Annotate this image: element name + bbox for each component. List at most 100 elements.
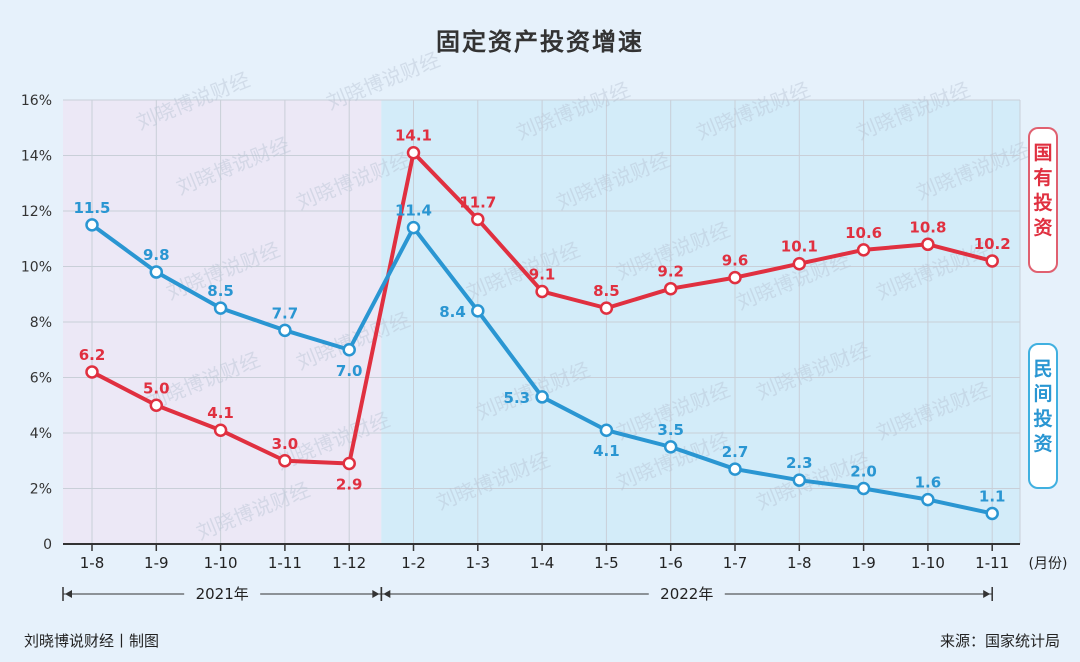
data-label: 4.1 xyxy=(207,404,234,422)
x-tick-label: 1-2 xyxy=(401,554,426,572)
legend-char: 有 xyxy=(1033,167,1053,189)
data-label: 3.0 xyxy=(272,435,299,453)
data-point xyxy=(792,256,807,271)
data-point xyxy=(985,254,999,268)
y-tick-label: 6% xyxy=(30,371,52,387)
chart-title: 固定资产投资增速 xyxy=(436,28,644,56)
data-point xyxy=(213,423,228,437)
data-point xyxy=(728,270,742,285)
data-point xyxy=(471,304,485,318)
x-tick-label: 1-8 xyxy=(80,554,105,572)
data-label: 8.4 xyxy=(439,303,466,321)
data-point xyxy=(535,390,549,404)
legend-state-investment: 国 有 投 资 xyxy=(1028,127,1058,273)
legend-char: 资 xyxy=(1033,217,1053,239)
x-tick-label: 1-10 xyxy=(911,554,945,572)
x-tick-label: 1-7 xyxy=(723,554,748,572)
data-point xyxy=(406,145,421,160)
y-tick-label: 10% xyxy=(21,260,52,276)
data-point xyxy=(856,481,871,496)
data-label: 9.1 xyxy=(529,265,556,283)
x-tick-label: 1-6 xyxy=(658,554,683,572)
year-bracket-arrow xyxy=(383,590,391,598)
x-tick-label: 1-9 xyxy=(144,554,169,572)
data-point xyxy=(342,343,356,357)
x-tick-label: 1-12 xyxy=(332,554,366,572)
data-label: 2.7 xyxy=(722,443,749,461)
data-point xyxy=(213,301,228,315)
data-point xyxy=(792,473,807,487)
data-point xyxy=(406,220,421,235)
data-label: 9.8 xyxy=(143,246,170,264)
data-label: 2.9 xyxy=(336,476,363,494)
data-point xyxy=(856,243,871,257)
data-point xyxy=(663,281,678,296)
y-tick-label: 0 xyxy=(43,537,52,553)
legend-char: 民 xyxy=(1033,358,1053,380)
data-label: 14.1 xyxy=(395,127,432,145)
data-point xyxy=(599,301,614,315)
x-tick-label: 1-11 xyxy=(268,554,302,572)
data-point xyxy=(342,456,356,471)
year-label: 2022年 xyxy=(660,585,713,603)
x-tick-label: 1-5 xyxy=(594,554,619,572)
data-point xyxy=(921,237,935,252)
y-tick-label: 16% xyxy=(21,93,52,109)
data-point xyxy=(728,462,742,476)
data-label: 5.3 xyxy=(504,389,531,407)
source-text: 来源：国家统计局 xyxy=(939,632,1060,650)
data-label: 6.2 xyxy=(79,346,106,364)
y-tick-label: 2% xyxy=(30,482,52,498)
data-label: 2.3 xyxy=(786,454,813,472)
data-point xyxy=(85,365,99,379)
legend-private-investment: 民 间 投 资 xyxy=(1028,343,1058,489)
data-label: 10.6 xyxy=(845,224,882,242)
y-tick-label: 14% xyxy=(21,149,52,165)
data-label: 10.2 xyxy=(974,235,1011,253)
data-label: 1.1 xyxy=(979,487,1006,505)
legend-char: 国 xyxy=(1033,142,1053,164)
data-point xyxy=(471,212,485,227)
data-label: 11.4 xyxy=(395,202,432,220)
data-label: 11.7 xyxy=(459,193,496,211)
legend-char: 投 xyxy=(1033,408,1053,430)
data-point xyxy=(149,265,164,279)
x-tick-label: 1-4 xyxy=(530,554,555,572)
year-bracket-arrow xyxy=(65,590,72,598)
x-tick-label: 1-10 xyxy=(204,554,238,572)
x-tick-label: 1-11 xyxy=(975,554,1009,572)
data-label: 7.7 xyxy=(272,304,299,322)
data-label: 8.5 xyxy=(207,282,234,300)
data-label: 5.0 xyxy=(143,379,170,397)
legend-char: 资 xyxy=(1033,433,1053,455)
y-tick-label: 4% xyxy=(30,426,52,442)
data-label: 2.0 xyxy=(850,463,877,481)
data-point xyxy=(85,218,99,232)
credit-text: 刘晓博说财经丨制图 xyxy=(24,632,160,650)
data-label: 3.5 xyxy=(657,421,684,439)
data-point xyxy=(149,398,164,412)
data-label: 1.6 xyxy=(915,474,942,492)
data-label: 11.5 xyxy=(73,199,110,217)
data-point xyxy=(663,440,678,454)
data-point xyxy=(278,454,292,468)
data-label: 10.1 xyxy=(781,238,818,256)
data-label: 9.2 xyxy=(657,263,684,281)
y-tick-label: 8% xyxy=(30,315,52,331)
x-tick-label: 1-8 xyxy=(787,554,812,572)
data-point xyxy=(278,323,292,338)
data-point xyxy=(535,284,549,299)
x-tick-label: 1-3 xyxy=(466,554,491,572)
year-bracket-arrow xyxy=(372,590,380,598)
legend-char: 投 xyxy=(1033,192,1053,214)
x-unit-label: (月份) xyxy=(1029,556,1068,572)
data-label: 4.1 xyxy=(593,442,620,460)
x-tick-label: 1-9 xyxy=(851,554,876,572)
year-label: 2021年 xyxy=(196,585,249,603)
data-point xyxy=(985,506,999,521)
data-label: 9.6 xyxy=(722,252,749,270)
legend-char: 间 xyxy=(1033,383,1053,405)
data-label: 7.0 xyxy=(336,362,363,380)
y-tick-label: 12% xyxy=(21,204,52,220)
